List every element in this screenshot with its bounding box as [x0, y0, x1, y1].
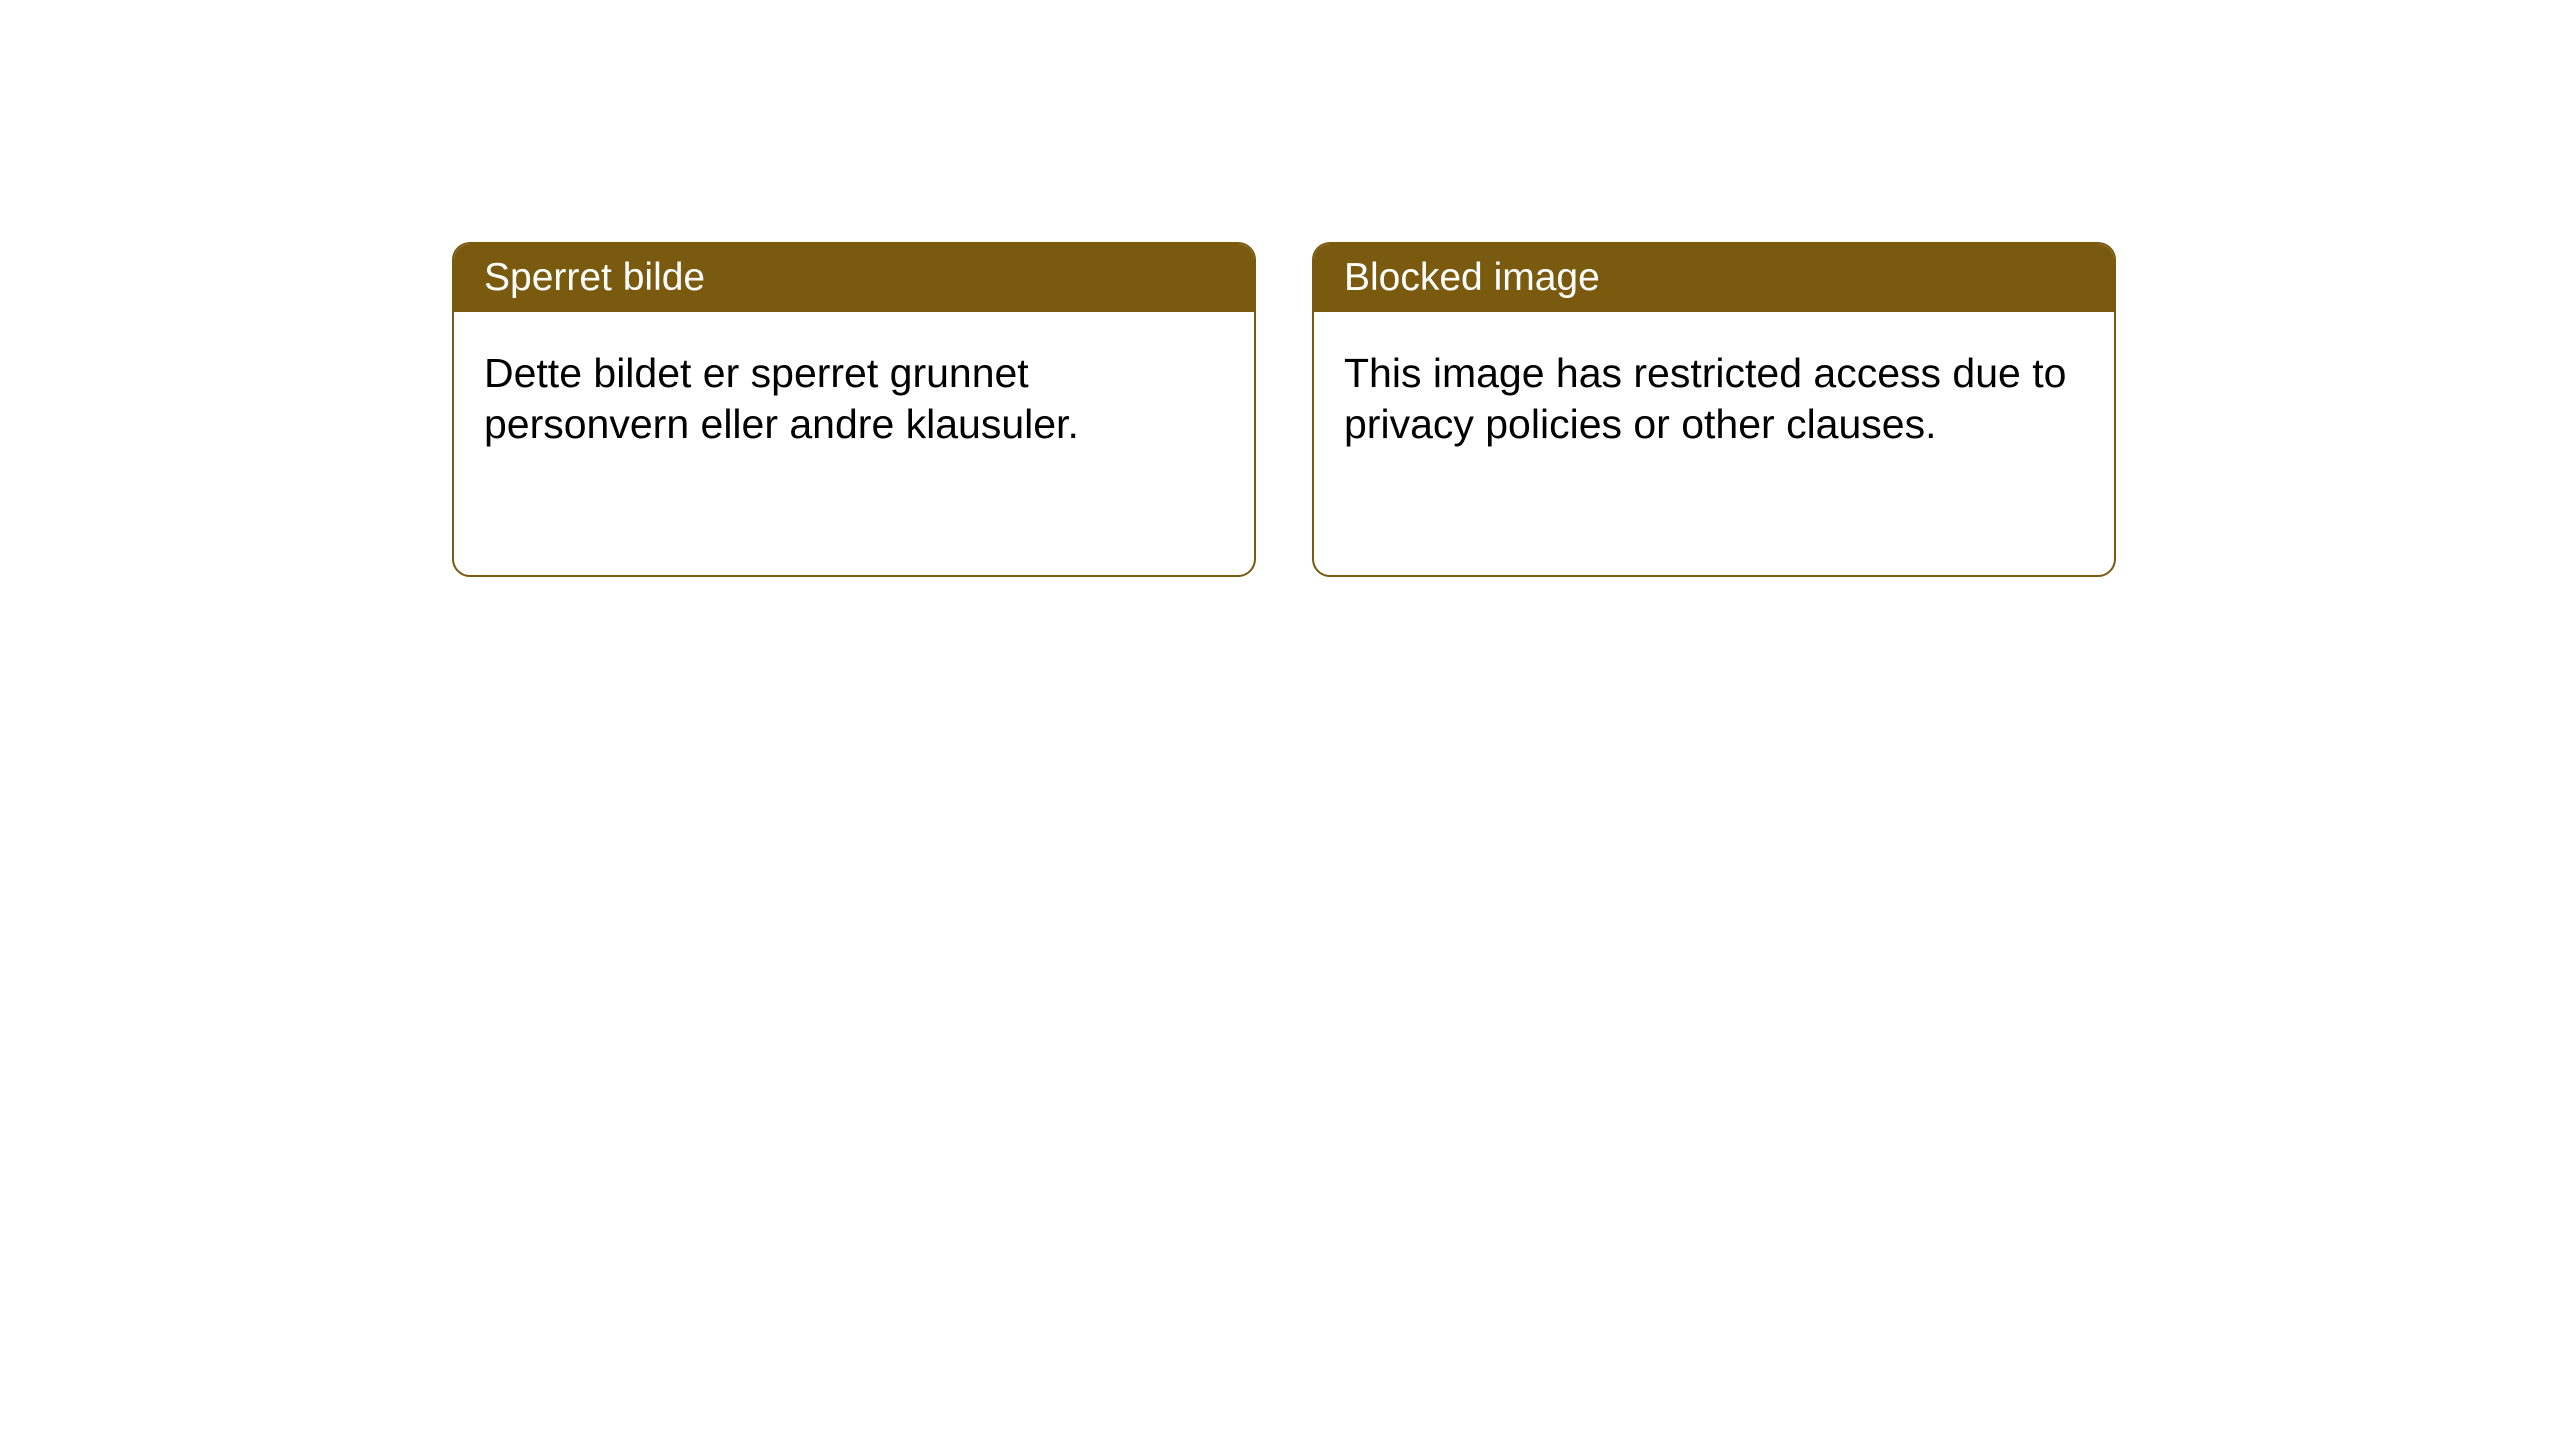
card-body-norwegian: Dette bildet er sperret grunnet personve…: [454, 312, 1254, 487]
blocked-image-card-norwegian: Sperret bilde Dette bildet er sperret gr…: [452, 242, 1256, 577]
card-header-norwegian: Sperret bilde: [454, 244, 1254, 312]
card-header-english: Blocked image: [1314, 244, 2114, 312]
blocked-image-card-english: Blocked image This image has restricted …: [1312, 242, 2116, 577]
card-body-english: This image has restricted access due to …: [1314, 312, 2114, 487]
notice-container: Sperret bilde Dette bildet er sperret gr…: [0, 0, 2560, 577]
